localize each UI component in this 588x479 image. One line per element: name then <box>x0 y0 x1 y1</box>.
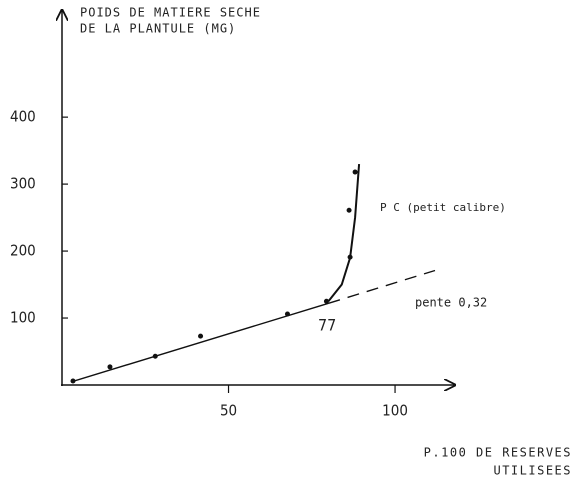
y-axis-label: POIDS DE MATIERE SECHE <box>80 6 261 20</box>
point <box>284 311 290 317</box>
point <box>198 333 204 339</box>
y-tick-label: 200 <box>10 242 36 260</box>
x-axis-label: P.100 DE RESERVES <box>424 446 572 460</box>
annotation: pente 0,32 <box>415 296 487 310</box>
line <box>71 302 329 383</box>
point <box>323 298 329 304</box>
point <box>107 364 113 370</box>
x-tick-label: 100 <box>382 402 408 420</box>
point <box>347 254 353 260</box>
x-tick-label: 50 <box>220 402 237 420</box>
y-axis-label: DE LA PLANTULE (MG) <box>80 22 236 36</box>
point <box>152 353 158 359</box>
annotation: 77 <box>318 316 336 335</box>
x-axis-label: UTILISEES <box>493 464 572 478</box>
annotation: P C (petit calibre) <box>380 201 506 214</box>
y-tick-label: 300 <box>10 175 36 193</box>
y-tick-label: 400 <box>10 108 36 126</box>
point <box>352 169 358 175</box>
point <box>346 207 352 213</box>
y-tick-label: 100 <box>10 309 36 327</box>
point <box>70 378 76 384</box>
line <box>327 163 361 302</box>
